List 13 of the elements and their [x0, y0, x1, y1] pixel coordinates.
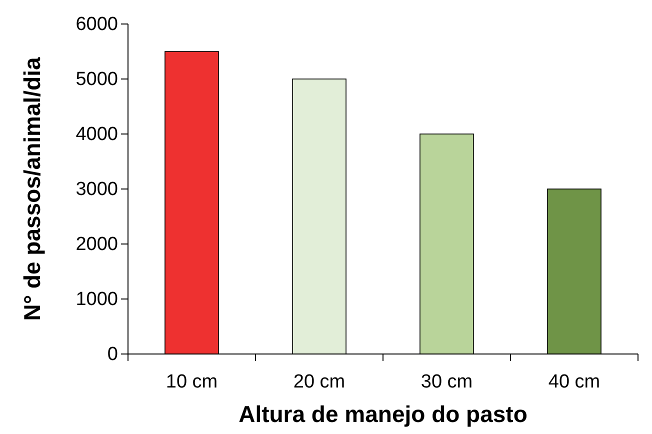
x-axis-title: Altura de manejo do pasto [238, 401, 528, 427]
y-tick-label: 0 [107, 344, 118, 366]
y-tick-label: 4000 [76, 124, 118, 146]
x-tick-label: 40 cm [548, 371, 600, 392]
x-tick-label: 10 cm [166, 371, 218, 392]
y-axis-title: N° de passos/animal/dia [19, 57, 45, 321]
x-tick-label: 30 cm [420, 371, 473, 392]
y-tick-label: 2000 [76, 234, 118, 256]
y-tick-label: 1000 [76, 289, 118, 310]
y-tick-label: 3000 [76, 179, 118, 200]
x-tick-label: 20 cm [293, 371, 346, 392]
y-tick-label: 6000 [76, 14, 118, 36]
y-tick-label: 5000 [76, 69, 118, 90]
